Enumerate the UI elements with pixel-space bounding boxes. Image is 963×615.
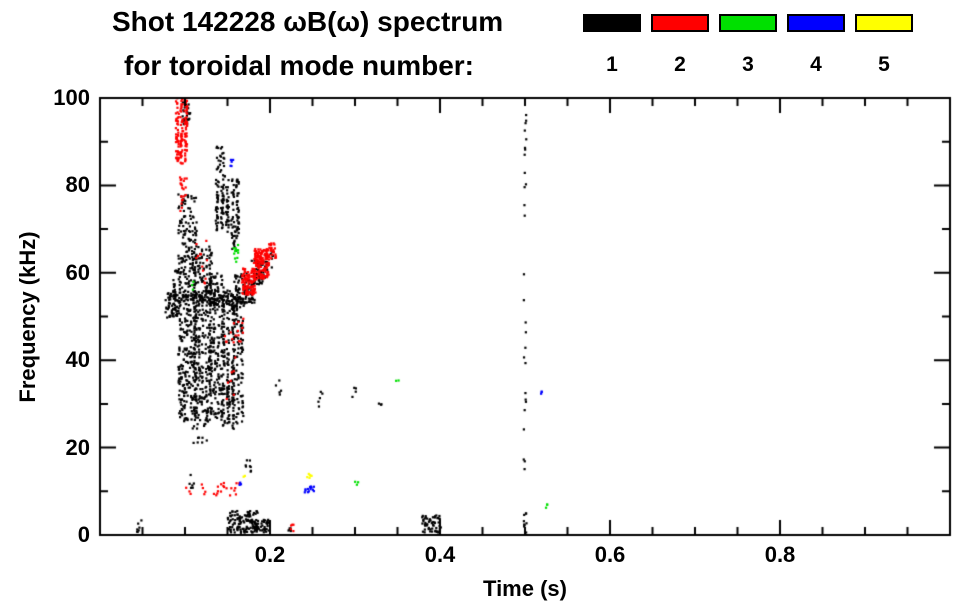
legend-label-1: 1 xyxy=(606,53,618,76)
y-tick-label: 20 xyxy=(65,434,90,460)
x-axis-label: Time (s) xyxy=(483,576,567,601)
x-tick-label: 0.6 xyxy=(594,542,626,567)
legend-label-5: 5 xyxy=(878,53,890,76)
legend-swatch-1 xyxy=(583,14,641,32)
legend-swatch-3 xyxy=(719,14,777,32)
x-tick-label: 0.2 xyxy=(254,542,286,567)
legend-label-3: 3 xyxy=(742,53,754,76)
chart-title: Shot 142228 ωB(ω) spectrum xyxy=(112,6,504,37)
y-tick-label: 80 xyxy=(65,172,90,198)
x-tick-label: 0.4 xyxy=(424,542,456,567)
legend-swatch-4 xyxy=(787,14,845,32)
y-tick-label: 0 xyxy=(77,522,90,547)
legend-label-4: 4 xyxy=(810,53,822,76)
y-tick-label: 60 xyxy=(65,259,90,285)
legend-label-2: 2 xyxy=(674,53,686,76)
y-tick-label: 40 xyxy=(65,347,90,373)
y-tick-label: 100 xyxy=(53,85,90,110)
legend-swatch-5 xyxy=(855,14,913,32)
legend-swatch-2 xyxy=(651,14,709,32)
y-axis-label: Frequency (kHz) xyxy=(15,231,40,403)
chart-subtitle: for toroidal mode number: xyxy=(124,50,474,81)
x-tick-label: 0.8 xyxy=(764,542,796,567)
